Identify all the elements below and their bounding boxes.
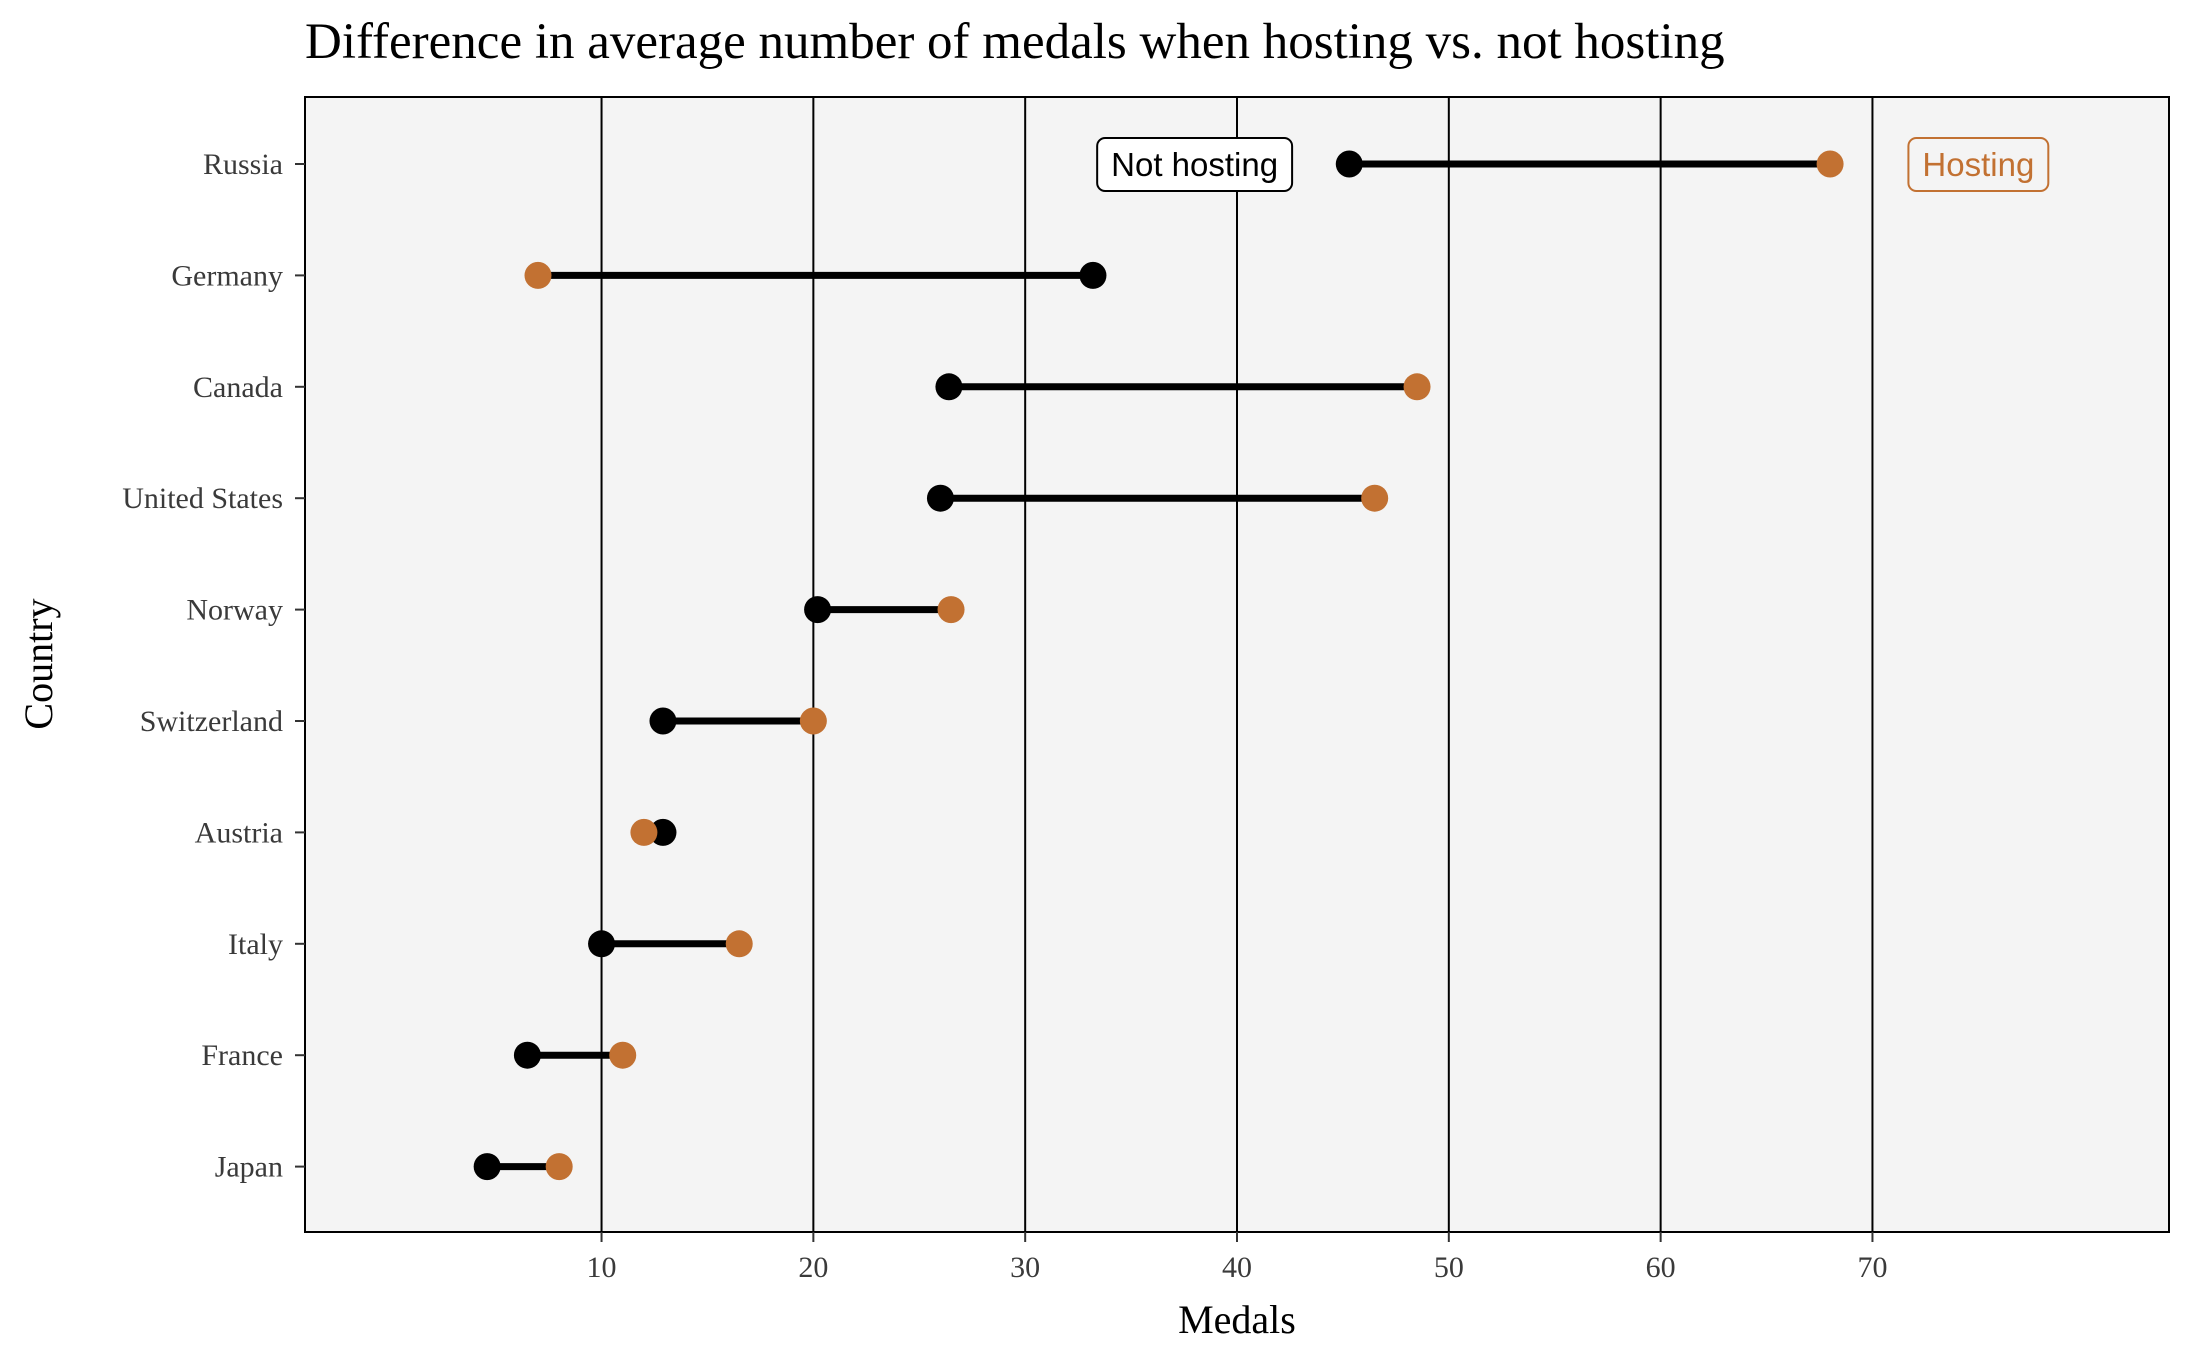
x-axis: 10 20 30 40 50 60 70 xyxy=(587,1232,1887,1284)
point-not-hosting-canada xyxy=(935,373,963,401)
y-tick-label-austria: Austria xyxy=(195,816,283,849)
chart-title: Difference in average number of medals w… xyxy=(305,14,1725,70)
point-not-hosting-austria xyxy=(649,818,677,846)
dumbbell-segments xyxy=(487,160,1831,1171)
x-tick-label-60: 60 xyxy=(1646,1251,1676,1284)
point-hosting-italy xyxy=(725,930,753,958)
annotation-label-not-hosting: Not hosting xyxy=(1111,146,1278,183)
y-tick-label-japan: Japan xyxy=(215,1151,283,1184)
y-tick-label-italy: Italy xyxy=(228,928,283,961)
x-tick-label-30: 30 xyxy=(1010,1251,1040,1284)
annotation-box-not-hosting xyxy=(1096,137,1294,192)
x-tick-label-70: 70 xyxy=(1857,1251,1887,1284)
y-tick-label-switzerland: Switzerland xyxy=(140,705,283,738)
point-hosting-norway xyxy=(937,596,965,624)
annotation-label-hosting: Hosting xyxy=(1922,146,2034,183)
point-hosting-switzerland xyxy=(799,707,827,735)
point-hosting-japan xyxy=(545,1153,573,1181)
gridlines xyxy=(600,97,1874,1232)
point-not-hosting-russia xyxy=(1335,150,1363,178)
y-tick-label-france: France xyxy=(201,1039,283,1072)
y-axis: Russia Germany Canada United States Norway Sw… xyxy=(122,148,305,1184)
x-axis-title: Medals xyxy=(1178,1297,1296,1342)
point-hosting-austria xyxy=(630,818,658,846)
point-hosting-france xyxy=(609,1041,637,1069)
x-tick-label-20: 20 xyxy=(798,1251,828,1284)
point-hosting-united-states xyxy=(1361,484,1389,512)
point-not-hosting-italy xyxy=(588,930,616,958)
point-not-hosting-france xyxy=(513,1041,541,1069)
x-tick-label-10: 10 xyxy=(587,1251,617,1284)
point-not-hosting-germany xyxy=(1079,261,1107,289)
y-tick-label-canada: Canada xyxy=(193,371,283,404)
point-not-hosting-switzerland xyxy=(649,707,677,735)
y-tick-label-united-states: United States xyxy=(122,482,283,515)
y-tick-label-russia: Russia xyxy=(203,148,283,181)
x-tick-label-50: 50 xyxy=(1434,1251,1464,1284)
point-hosting-canada xyxy=(1403,373,1431,401)
point-not-hosting-japan xyxy=(473,1153,501,1181)
point-hosting-russia xyxy=(1816,150,1844,178)
point-hosting-germany xyxy=(524,261,552,289)
data-points xyxy=(473,150,1844,1181)
annotation-box-hosting xyxy=(1907,137,2050,192)
point-not-hosting-norway xyxy=(804,596,832,624)
point-not-hosting-united-states xyxy=(926,484,954,512)
y-tick-label-germany: Germany xyxy=(171,259,283,292)
series-annotations: Not hosting Hosting xyxy=(1096,137,2050,192)
y-axis-title: Country xyxy=(16,598,61,729)
y-tick-label-norway: Norway xyxy=(186,594,283,627)
x-tick-label-40: 40 xyxy=(1222,1251,1252,1284)
